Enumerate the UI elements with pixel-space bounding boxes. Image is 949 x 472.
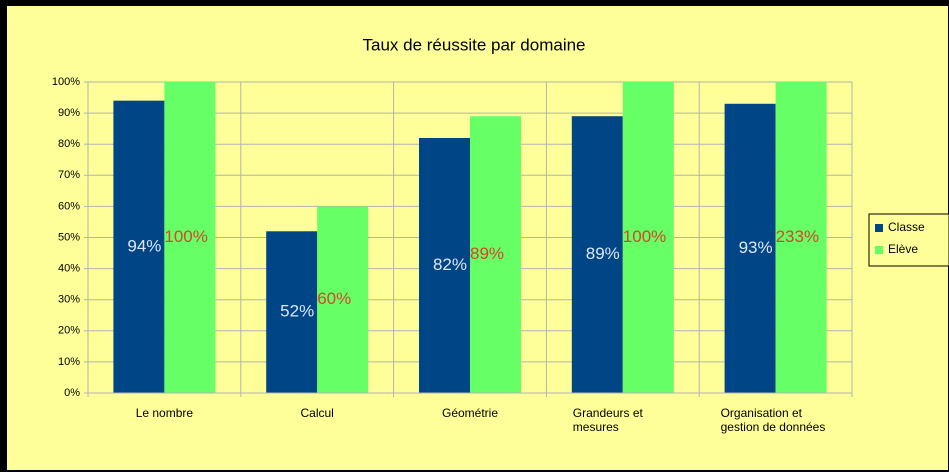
y-tick-label: 40% bbox=[58, 263, 80, 275]
bar bbox=[571, 116, 623, 393]
value-label: 100% bbox=[164, 227, 207, 246]
value-label: 100% bbox=[623, 227, 666, 246]
y-tick-label: 50% bbox=[58, 231, 80, 243]
bar bbox=[113, 100, 165, 393]
bar bbox=[622, 82, 674, 393]
legend-label: Elève bbox=[888, 242, 918, 256]
bars bbox=[113, 82, 827, 393]
y-tick-label: 60% bbox=[58, 200, 80, 212]
value-label: 233% bbox=[776, 227, 819, 246]
bar bbox=[419, 137, 470, 393]
bar bbox=[470, 116, 521, 393]
value-label: 89% bbox=[586, 244, 620, 263]
x-tick-label: Grandeurs et mesures bbox=[572, 406, 643, 434]
value-label: 94% bbox=[127, 236, 161, 255]
y-tick-label: 70% bbox=[58, 169, 80, 181]
y-tick-label: 90% bbox=[58, 107, 80, 119]
x-tick-label: Le nombre bbox=[135, 406, 194, 420]
bar bbox=[775, 82, 827, 393]
value-label: 52% bbox=[280, 302, 314, 321]
y-tick-label: 10% bbox=[58, 356, 80, 368]
value-label: 60% bbox=[317, 289, 351, 308]
legend-swatch bbox=[875, 246, 883, 254]
legend-label: Classe bbox=[888, 220, 925, 234]
x-tick-label: Géométrie bbox=[441, 406, 499, 420]
y-tick-label: 30% bbox=[58, 294, 80, 306]
y-tick-label: 100% bbox=[52, 76, 80, 88]
bar bbox=[266, 231, 318, 393]
y-tick-label: 20% bbox=[58, 325, 80, 337]
value-label: 89% bbox=[470, 244, 504, 263]
x-tick-label: Organisation et gestion de données bbox=[720, 406, 826, 434]
legend-box bbox=[868, 213, 949, 267]
value-label: 82% bbox=[433, 255, 467, 274]
value-label: 93% bbox=[739, 238, 773, 257]
x-tick-label: Calcul bbox=[300, 406, 334, 420]
bar bbox=[724, 103, 776, 393]
bar bbox=[164, 82, 216, 393]
y-tick-label: 80% bbox=[58, 138, 80, 150]
chart-title: Taux de réussite par domaine bbox=[362, 35, 585, 54]
legend-swatch bbox=[875, 224, 883, 232]
y-tick-label: 0% bbox=[64, 387, 80, 399]
bar bbox=[317, 206, 369, 393]
